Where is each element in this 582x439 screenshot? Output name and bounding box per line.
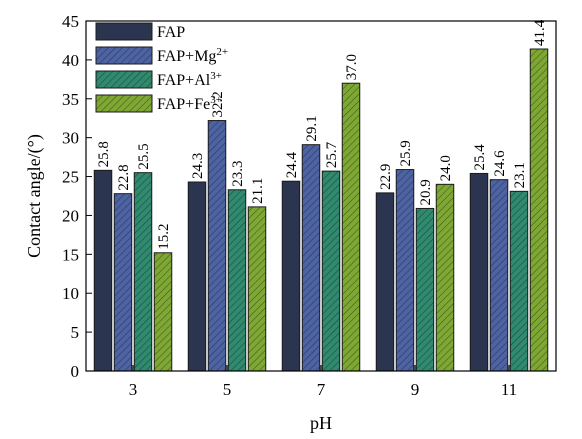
data-label: 15.2 [156,224,172,250]
bar-fap-al3--ph-3 [133,172,153,372]
data-label: 25.9 [398,140,414,166]
bars-layer [93,48,549,372]
legend-label: FAP [157,24,185,41]
y-axis-title: Contact angle/(°) [24,134,45,258]
bar-fap-fe3--ph-5 [247,206,267,372]
bar-fap-al3--ph-7 [321,170,341,372]
data-label: 24.4 [284,151,300,178]
bar-fap-al3--ph-5 [227,189,247,372]
bar-fap-mg2--ph-9 [395,169,415,372]
legend-swatch [95,22,153,41]
legend-item: FAP+Fe3+ [95,94,222,113]
legend-label: FAP+Fe3+ [157,94,222,113]
legend-swatch [95,46,153,65]
y-tick-label: 10 [62,284,79,303]
x-tick-label: 9 [411,380,420,399]
data-label: 24.6 [492,150,508,177]
bar-fap-ph-5 [187,181,207,372]
y-tick-label: 40 [62,51,79,70]
bar-fap-ph-9 [375,192,395,372]
data-label: 24.3 [190,153,206,179]
legend-item: FAP+Mg2+ [95,46,228,65]
bar-fap-fe3--ph-9 [435,183,455,372]
bar-fap-fe3--ph-7 [341,82,361,372]
bar-fap-mg2--ph-5 [207,120,227,372]
data-label: 23.1 [512,162,528,188]
bar-fap-mg2--ph-11 [489,179,509,372]
bar-fap-ph-3 [93,169,113,372]
y-tick-label: 20 [62,206,79,225]
legend-item: FAP+Al3+ [95,70,222,89]
bar-fap-al3--ph-9 [415,207,435,372]
legend-swatch [95,70,153,89]
data-label: 25.5 [136,143,152,169]
data-label: 41.4 [532,19,548,46]
legend-item: FAP [95,22,185,41]
y-tick-label: 0 [71,362,80,381]
data-label: 25.4 [472,144,488,171]
data-label: 25.8 [96,141,112,167]
bar-fap-al3--ph-11 [509,190,529,372]
x-tick-label: 7 [317,380,326,399]
data-labels-layer: 25.822.825.5 15.2 24.3 32.2 23.321.1 24.429.1… [96,19,548,250]
data-label: 22.8 [116,164,132,190]
y-tick-label: 30 [62,129,79,148]
y-tick-label: 45 [62,12,79,31]
y-tick-label: 5 [71,323,80,342]
data-label: 37.0 [344,54,360,80]
x-tick-label: 3 [129,380,138,399]
bar-fap-ph-11 [469,172,489,372]
y-tick-label: 15 [62,245,79,264]
legend: FAP FAP+Mg2+ FAP+Al3+ FAP+Fe3+ [95,22,228,113]
bar-fap-mg2--ph-3 [113,193,133,372]
data-label: 22.9 [378,164,394,190]
x-tick-label: 5 [223,380,232,399]
data-label: 21.1 [250,178,266,204]
data-label: 20.9 [418,179,434,205]
data-label: 32.2 [210,91,226,117]
legend-label: FAP+Al3+ [157,70,222,89]
bar-fap-fe3--ph-11 [529,48,549,372]
y-tick-label: 35 [62,90,79,109]
data-label: 24.0 [438,155,454,181]
y-tick-label: 25 [62,168,79,187]
data-label: 25.7 [324,141,340,168]
legend-label: FAP+Mg2+ [157,46,228,65]
data-label: 23.3 [230,161,246,187]
bar-fap-fe3--ph-3 [153,252,173,372]
data-label: 29.1 [304,115,320,141]
legend-swatch [95,94,153,113]
bar-fap-mg2--ph-7 [301,144,321,372]
x-tick-label: 11 [501,380,517,399]
x-axis-title: pH [310,413,332,433]
bar-fap-ph-7 [281,180,301,372]
